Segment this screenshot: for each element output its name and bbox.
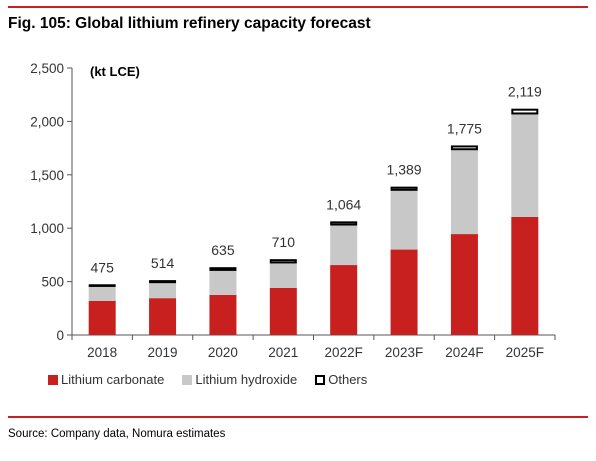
total-label: 710 (272, 234, 296, 250)
total-label: 1,775 (447, 120, 482, 136)
y-tick-label: 0 (56, 328, 64, 343)
x-tick-label: 2022F (325, 345, 363, 360)
unit-label: (kt LCE) (90, 64, 140, 79)
bar-segment-hydroxide (88, 286, 116, 301)
chart-legend: Lithium carbonate Lithium hydroxide Othe… (48, 372, 385, 387)
y-tick-label: 1,000 (30, 221, 64, 236)
legend-label-hydroxide: Lithium hydroxide (195, 372, 298, 387)
y-tick-label: 2,500 (30, 61, 64, 76)
bar-segment-others (269, 259, 297, 264)
bar-segment-carbonate (330, 265, 358, 335)
bar-segment-carbonate (209, 294, 237, 335)
bar-segment-hydroxide (330, 225, 358, 266)
figure-title: Fig. 105: Global lithium refinery capaci… (8, 15, 371, 32)
bar-segment-hydroxide (149, 283, 177, 299)
bar-segment-others (330, 221, 358, 226)
legend-item-carbonate: Lithium carbonate (48, 372, 164, 387)
total-label: 1,064 (326, 196, 361, 212)
bar-segment-others (390, 186, 418, 191)
total-label: 514 (151, 255, 175, 271)
total-label: 475 (91, 259, 115, 275)
bar-segment-others (209, 267, 237, 271)
bar-segment-hydroxide (450, 150, 478, 235)
x-tick-label: 2024F (445, 345, 483, 360)
bar-segment-hydroxide (209, 270, 237, 295)
bar-segment-carbonate (450, 234, 478, 335)
source-note: Source: Company data, Nomura estimates (8, 428, 226, 440)
legend-item-others: Others (315, 372, 367, 387)
x-tick-label: 2023F (385, 345, 423, 360)
legend-label-others: Others (328, 372, 368, 387)
y-tick-label: 2,000 (30, 114, 64, 129)
x-tick-label: 2025F (506, 345, 544, 360)
x-tick-label: 2020 (208, 345, 238, 360)
y-tick-label: 500 (41, 275, 64, 290)
bar-segment-carbonate (269, 288, 297, 335)
hydroxide-swatch (182, 374, 193, 385)
bar-segment-hydroxide (390, 190, 418, 250)
x-tick-label: 2021 (268, 345, 298, 360)
legend-item-hydroxide: Lithium hydroxide (182, 372, 297, 387)
bar-segment-others (149, 280, 177, 284)
bar-segment-hydroxide (511, 114, 539, 217)
bottom-rule (8, 416, 588, 418)
bar-segment-carbonate (390, 249, 418, 335)
y-tick-label: 1,500 (30, 168, 64, 183)
bar-segment-others (450, 145, 478, 151)
others-swatch (315, 374, 326, 385)
bar-segment-carbonate (88, 300, 116, 335)
bar-segment-others (88, 284, 116, 287)
stacked-bar-chart: 0 500 1,000 1,500 2,000 2,500 (kt LCE) 475 2018 5… (30, 61, 556, 360)
x-tick-label: 2019 (148, 345, 178, 360)
total-label: 2,119 (508, 84, 542, 100)
carbonate-swatch (48, 374, 58, 385)
bar-segment-carbonate (511, 216, 539, 335)
total-label: 635 (211, 242, 235, 258)
top-rule (8, 6, 588, 8)
bar-segment-others (511, 108, 539, 115)
legend-label-carbonate: Lithium carbonate (61, 372, 165, 387)
bar-segment-hydroxide (269, 263, 297, 289)
x-tick-label: 2018 (87, 345, 117, 360)
bar-segment-carbonate (149, 298, 177, 335)
total-label: 1,389 (387, 162, 422, 178)
